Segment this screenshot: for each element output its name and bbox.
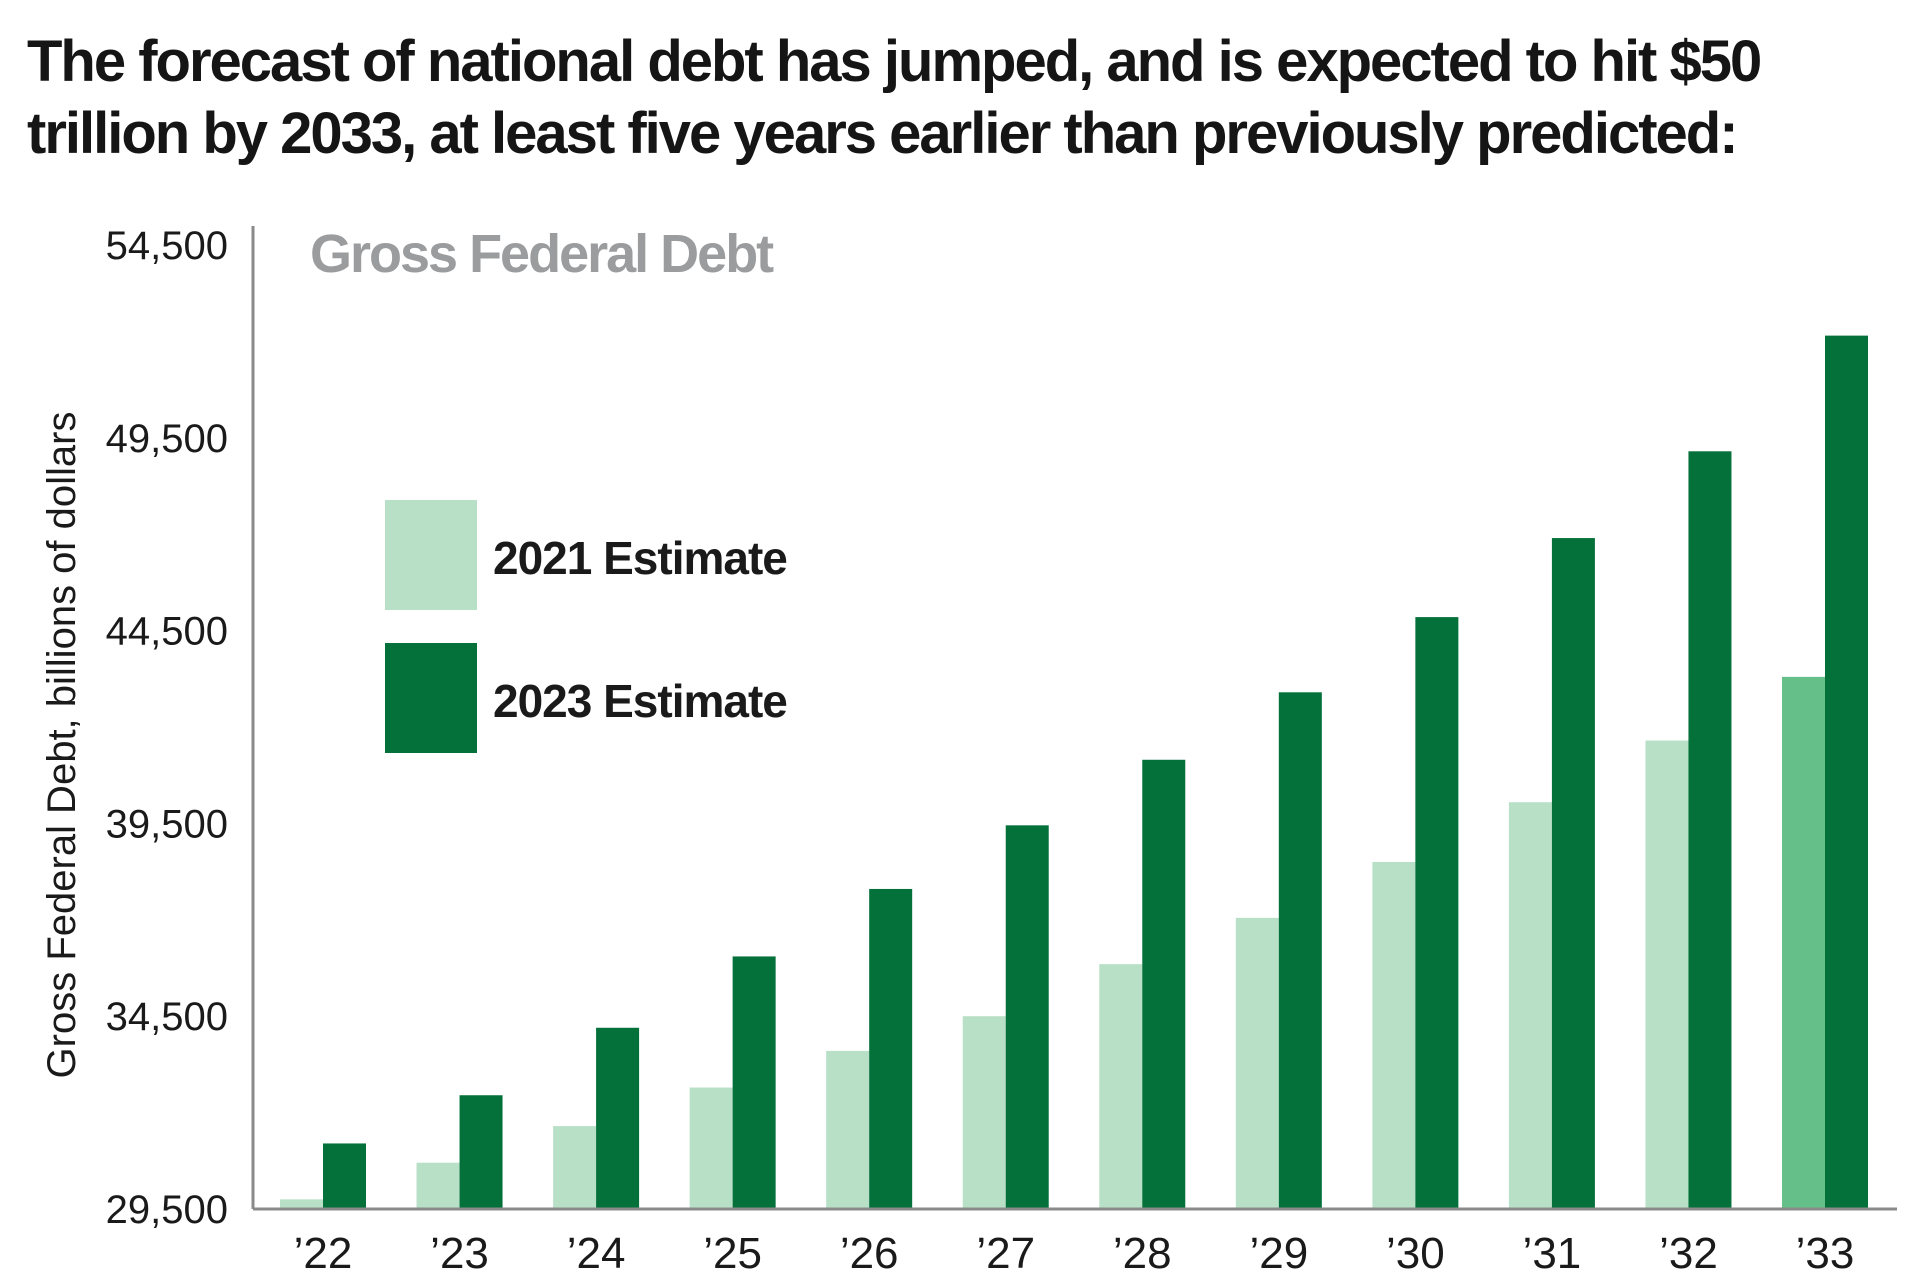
bar-2023-estimate [1142,759,1186,1209]
y-axis-title: Gross Federal Debt, billions of dollars [40,412,84,1079]
legend: 2021 Estimate 2023 Estimate [385,500,788,753]
x-tick-label: ’33 [1796,1229,1855,1278]
x-tick-label: ’30 [1386,1229,1445,1278]
y-axis-ticks: 29,500 34,500 39,500 44,500 49,500 54,500 [106,224,228,1232]
legend-swatch [385,643,477,753]
legend-label: 2021 Estimate [493,532,787,584]
x-tick-label: ’26 [840,1229,899,1278]
x-tick-label: ’31 [1523,1229,1582,1278]
bar-2023-estimate [323,1143,366,1209]
x-tick-label: ’22 [294,1229,353,1278]
bar-2023-estimate [1415,617,1459,1209]
y-tick-label: 44,500 [106,610,228,654]
chart-title: Gross Federal Debt [310,224,774,284]
bar-2021-estimate [416,1162,460,1209]
bar-2021-estimate [1372,861,1416,1209]
y-tick-label: 39,500 [106,802,228,846]
y-tick-label: 49,500 [106,417,228,461]
bar-2023-estimate [1825,335,1868,1210]
bar-2023-estimate [1278,692,1322,1209]
y-tick-label: 29,500 [106,1188,228,1232]
y-tick-label: 54,500 [106,224,228,268]
x-tick-label: ’29 [1249,1229,1308,1278]
bar-2023-estimate [732,956,776,1209]
bar-2023-estimate [1005,825,1049,1209]
x-axis-ticks: ’22 ’23 ’24 ’25 ’26 ’27 ’28 ’29 ’30 ’31 ’32 ’33 [294,1229,1855,1278]
y-tick-label: 34,500 [106,995,228,1039]
bar-2021-estimate [1235,917,1279,1209]
bars [280,335,1868,1210]
bar-2021-estimate [962,1016,1006,1209]
bar-2023-estimate [1688,451,1732,1209]
bar-2021-estimate [280,1199,323,1209]
bar-2023-estimate [596,1027,640,1209]
bar-2021-estimate [1099,964,1143,1209]
bar-2023-estimate [869,888,913,1209]
x-tick-label: ’24 [567,1229,626,1278]
bar-2021-estimate [1645,740,1689,1209]
legend-label: 2023 Estimate [493,675,787,727]
legend-swatch [385,500,477,610]
bar-2021-estimate [1508,802,1552,1209]
bar-2021-estimate [1782,676,1825,1209]
bar-2023-estimate [1551,538,1595,1209]
bar-2021-estimate [553,1126,597,1209]
headline: The forecast of national debt has jumped… [27,29,1762,166]
x-tick-label: ’23 [430,1229,489,1278]
x-tick-label: ’25 [703,1229,762,1278]
bar-2021-estimate [826,1050,870,1209]
x-tick-label: ’28 [1113,1229,1172,1278]
x-tick-label: ’27 [976,1229,1035,1278]
bar-2023-estimate [459,1095,503,1209]
x-tick-label: ’32 [1659,1229,1718,1278]
bar-2021-estimate [689,1087,733,1209]
